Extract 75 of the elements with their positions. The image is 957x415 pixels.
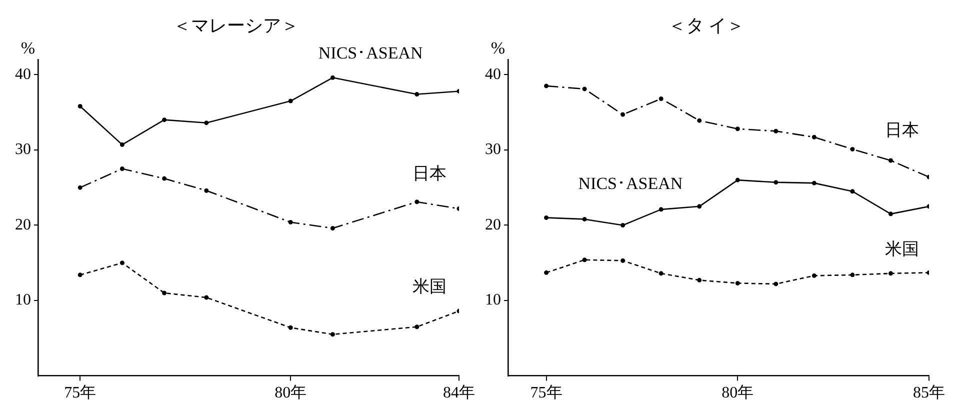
point: [288, 325, 293, 330]
series-label: NICS･ASEAN: [578, 174, 683, 193]
point: [850, 146, 855, 152]
series-label: NICS･ASEAN: [318, 44, 423, 63]
point: [414, 324, 420, 330]
series-label: 日本: [412, 164, 447, 184]
series-label: 日本: [885, 120, 920, 140]
point: [414, 200, 420, 204]
point: [735, 280, 740, 286]
y-tick-label: 40: [15, 66, 31, 83]
y-tick-label: 30: [15, 141, 31, 158]
point: [774, 180, 778, 185]
point: [330, 226, 335, 230]
point: [120, 260, 124, 266]
point: [620, 112, 626, 117]
point: [697, 118, 702, 123]
point: [204, 120, 209, 126]
point: [812, 273, 816, 278]
x-tick-label: 75年: [530, 384, 562, 402]
point: [330, 75, 335, 80]
point: [850, 189, 855, 194]
point: [888, 158, 893, 163]
point: [850, 272, 855, 278]
chart-title: ＜タ イ＞: [668, 16, 744, 36]
point: [330, 332, 335, 337]
point: [544, 215, 549, 220]
chart-title: ＜マレーシア＞: [173, 16, 299, 36]
point: [658, 96, 664, 101]
point: [620, 258, 626, 263]
y-tick-label: 20: [485, 216, 501, 234]
series-label: 米国: [885, 239, 920, 258]
x-tick-label: 75年: [64, 384, 96, 402]
y-tick-label: 40: [485, 66, 501, 83]
y-tick-label: 20: [15, 216, 31, 234]
point: [204, 295, 209, 300]
x-tick-label: 80年: [722, 384, 754, 402]
point: [697, 204, 702, 209]
y-tick-label: 10: [15, 292, 31, 309]
y-axis-title: %: [20, 38, 36, 58]
y-tick-label: 10: [485, 292, 501, 309]
point: [414, 92, 420, 96]
point: [888, 271, 893, 276]
point: [288, 220, 293, 224]
x-tick-label: 84年: [443, 384, 475, 402]
point: [658, 207, 664, 212]
point: [544, 270, 549, 275]
point: [812, 180, 816, 186]
point: [658, 271, 664, 276]
point: [288, 98, 293, 104]
point: [120, 166, 124, 172]
point: [78, 185, 82, 190]
series-label: 米国: [412, 276, 447, 296]
point: [162, 118, 167, 122]
point: [162, 290, 167, 296]
point: [582, 86, 587, 92]
y-tick-label: 30: [485, 141, 501, 158]
point: [888, 212, 893, 216]
point: [162, 176, 167, 181]
point: [697, 278, 702, 282]
point: [620, 222, 626, 228]
point: [204, 188, 209, 193]
point: [544, 84, 549, 88]
x-tick-label: 85年: [913, 384, 945, 402]
point: [582, 258, 587, 262]
y-axis-title: %: [490, 38, 506, 58]
point: [812, 134, 816, 140]
point: [774, 282, 778, 286]
point: [774, 128, 778, 134]
point: [735, 126, 740, 132]
point: [582, 216, 587, 222]
point: [78, 272, 82, 278]
x-tick-label: 80年: [274, 384, 307, 402]
point: [735, 178, 740, 182]
point: [120, 142, 124, 147]
point: [78, 104, 82, 109]
